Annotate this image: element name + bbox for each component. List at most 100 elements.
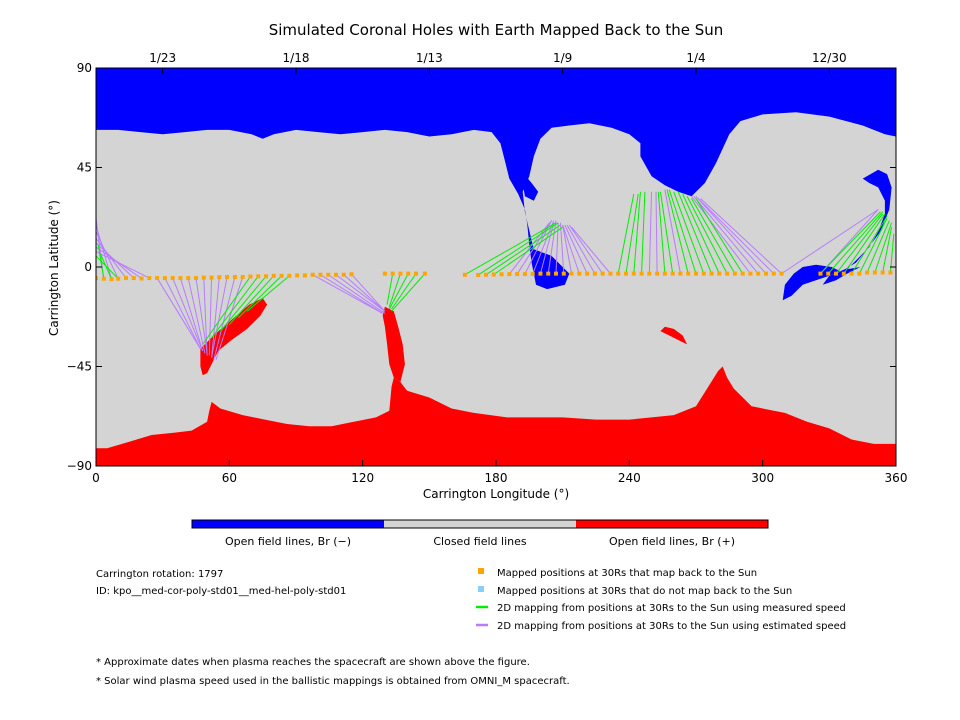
estimated-mapping-line xyxy=(351,273,386,312)
estimated-mapping-line xyxy=(555,222,559,274)
colorbar-positive xyxy=(576,520,768,528)
mapped-position-point xyxy=(631,271,636,276)
x-tick-label: 60 xyxy=(222,471,237,485)
estimated-mapping-line xyxy=(156,277,201,350)
mapped-position-point xyxy=(647,271,652,276)
colorbar-label-positive: Open field lines, Br (+) xyxy=(609,535,735,548)
top-date-label: 1/9 xyxy=(553,51,572,65)
mapped-position-point xyxy=(639,271,644,276)
estimated-mapping-line xyxy=(96,251,150,279)
measured-mapping-line xyxy=(391,273,417,310)
mapped-position-point xyxy=(256,274,261,279)
measured-mapping-line xyxy=(237,275,282,319)
mapped-position-point xyxy=(655,271,660,276)
region-sw-red xyxy=(200,298,268,376)
mapped-position-point xyxy=(670,271,675,276)
measured-mapping-line xyxy=(96,255,119,280)
mapped-position-point xyxy=(302,273,307,278)
estimated-mapping-line xyxy=(187,277,206,354)
top-date-label: 1/13 xyxy=(416,51,443,65)
measured-mapping-line xyxy=(97,244,105,279)
mapped-position-point xyxy=(538,271,543,276)
mapped-position-point xyxy=(771,271,776,276)
mapped-position-point xyxy=(240,274,245,279)
rotation-info: Carrington rotation: 1797 xyxy=(96,569,223,580)
legend-label-measured: 2D mapping from positions at 30Rs to the… xyxy=(497,603,846,614)
region-south-red xyxy=(96,366,896,466)
estimated-mapping-line xyxy=(700,198,782,275)
mapped-position-point xyxy=(880,270,885,275)
mapped-position-point xyxy=(279,273,284,278)
mapped-position-point xyxy=(232,274,237,279)
chart-title: Simulated Coronal Holes with Earth Mappe… xyxy=(269,21,724,39)
measured-mapping-line xyxy=(391,273,426,312)
mapped-position-point xyxy=(248,274,253,279)
mapped-position-point xyxy=(476,272,481,277)
x-tick-label: 120 xyxy=(351,471,374,485)
mapped-position-point xyxy=(841,271,846,276)
mapped-position-point xyxy=(101,276,106,281)
measured-mapping-line xyxy=(827,211,884,274)
measured-mapping-line xyxy=(866,220,890,273)
measured-mapping-line xyxy=(858,218,888,274)
mapped-position-point xyxy=(499,272,504,277)
measured-mapping-lines xyxy=(96,189,895,345)
estimated-mapping-line xyxy=(164,277,201,350)
mapped-position-point xyxy=(349,272,354,277)
y-axis-label: Carrington Latitude (°) xyxy=(47,200,61,336)
measured-mapping-line xyxy=(677,191,713,274)
estimated-mapping-line xyxy=(327,274,386,314)
y-tick-label: 0 xyxy=(84,260,92,274)
mapped-position-point xyxy=(310,272,315,277)
mapped-position-point xyxy=(341,272,346,277)
id-info: ID: kpo__med-cor-poly-std01__med-hel-pol… xyxy=(96,586,346,597)
mapped-position-point xyxy=(608,271,613,276)
mapped-position-point xyxy=(725,271,730,276)
measured-mapping-line xyxy=(673,191,705,274)
colorbar-label-closed: Closed field lines xyxy=(433,535,527,548)
mapped-position-point xyxy=(217,275,222,280)
estimated-mapping-line xyxy=(562,224,573,274)
mapped-position-point xyxy=(295,273,300,278)
x-tick-label: 0 xyxy=(92,471,100,485)
measured-mapping-line xyxy=(246,275,290,312)
mapped-position-point xyxy=(124,276,128,281)
y-tick-label: 45 xyxy=(77,161,92,175)
estimated-mapping-line xyxy=(781,209,879,275)
mapped-position-point xyxy=(109,277,114,282)
measured-mapping-line xyxy=(228,275,275,325)
mapped-position-point xyxy=(600,271,605,276)
measured-mapping-line xyxy=(617,193,635,274)
measured-mapping-line xyxy=(874,222,893,273)
colorbar-frame xyxy=(191,519,769,529)
mapped-position-point xyxy=(170,276,175,281)
mapped-position-point xyxy=(522,272,527,277)
mapped-position-point xyxy=(779,271,784,276)
mapped-position-point xyxy=(155,276,160,281)
measured-mapping-line xyxy=(388,273,409,310)
mapped-position-point xyxy=(834,271,838,276)
estimated-mapping-line xyxy=(179,277,204,352)
measured-mapping-line xyxy=(851,215,888,274)
mapped-position-point xyxy=(162,276,167,281)
estimated-mapping-line xyxy=(571,226,611,274)
mapped-position-point xyxy=(865,270,870,275)
coronal-hole-regions xyxy=(96,68,896,466)
measured-mapping-line xyxy=(625,193,639,274)
estimated-mapping-line xyxy=(213,276,236,360)
estimated-mapping-line xyxy=(562,224,580,274)
legend-label-unmapped: Mapped positions at 30Rs that do not map… xyxy=(497,586,792,597)
mapped-position-point xyxy=(740,271,745,276)
measured-mapping-line xyxy=(657,191,666,274)
mapped-position-point xyxy=(264,274,268,279)
measured-mapping-line xyxy=(668,189,697,274)
estimated-mapping-line xyxy=(343,274,386,312)
mapped-position-point xyxy=(624,271,628,276)
mapped-position-point xyxy=(414,271,418,276)
measured-mapping-line xyxy=(659,191,674,274)
measured-mapping-line xyxy=(386,273,394,305)
estimated-mapping-line xyxy=(655,191,658,274)
legend-label-mapped: Mapped positions at 30Rs that map back t… xyxy=(497,568,757,579)
region-east-blue-tail xyxy=(822,267,861,285)
